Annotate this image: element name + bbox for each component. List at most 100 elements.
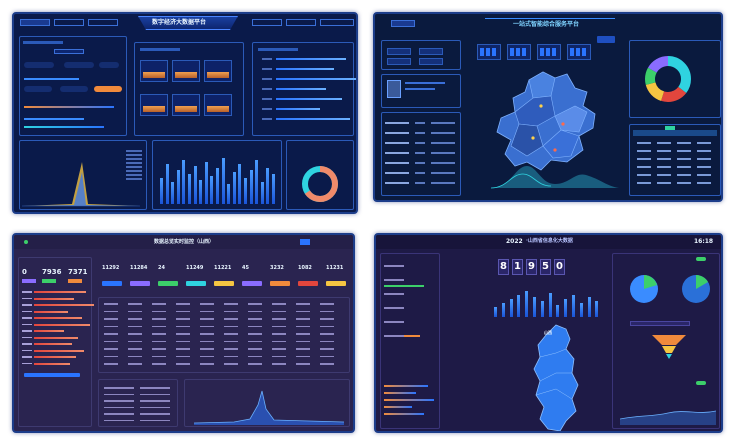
list-card: [381, 112, 461, 196]
digit-box: 1: [512, 259, 523, 275]
list-value: [431, 132, 455, 134]
dashboard-thumbnail-1[interactable]: 数字经济大数据平台: [12, 12, 358, 214]
tab-3[interactable]: [88, 19, 118, 26]
table-cell: [104, 348, 118, 350]
bar-label: [262, 98, 272, 100]
table-cell: [200, 348, 214, 350]
table-cell: [248, 340, 262, 342]
bar: [587, 297, 591, 317]
table-cell: [224, 348, 238, 350]
table-cell: [200, 333, 214, 335]
toggle[interactable]: [696, 257, 706, 261]
table-cell: [320, 325, 334, 327]
list-value: [431, 122, 455, 124]
table-cell: [176, 303, 190, 305]
list-cell: [104, 400, 134, 402]
right-card: [612, 253, 720, 429]
row-label: [22, 317, 32, 319]
table-cell: [152, 318, 166, 320]
mini-bar: [522, 48, 526, 56]
red-bar: [34, 349, 84, 352]
legend-item: [126, 158, 142, 160]
table-cell: [128, 333, 142, 335]
tab-4[interactable]: [252, 19, 282, 26]
tab-6[interactable]: [320, 19, 354, 26]
table-cell: [657, 182, 671, 184]
red-bar: [34, 317, 82, 319]
bottom-list: [98, 379, 178, 427]
list-value: [415, 132, 425, 134]
metric-card-fill: [175, 106, 197, 112]
table-cell: [128, 318, 142, 320]
table-cell: [320, 303, 334, 305]
table-cell: [657, 166, 671, 168]
select-box[interactable]: [54, 49, 84, 54]
pill-1: [24, 62, 54, 68]
table-cell: [176, 310, 190, 312]
row-label: [22, 362, 32, 364]
tab-home[interactable]: [391, 20, 415, 27]
header-button[interactable]: [300, 239, 310, 245]
bar-label: [262, 68, 272, 70]
table-cell: [272, 340, 286, 342]
legend-item: [126, 150, 142, 152]
dashboard-thumbnail-2[interactable]: 一站式智能综合服务平台: [373, 12, 723, 202]
table-cell: [296, 303, 310, 305]
action-bar[interactable]: [24, 373, 80, 377]
list-cell: [140, 406, 170, 408]
tab-2[interactable]: [54, 19, 84, 26]
region-map[interactable]: [471, 66, 621, 191]
area-chart: [620, 410, 716, 425]
red-bar: [34, 336, 78, 339]
h-bar: [384, 406, 412, 408]
metric-value: 3232: [270, 265, 284, 271]
province-map[interactable]: [526, 323, 584, 433]
metric-card: [204, 60, 232, 82]
header-button[interactable]: [597, 36, 615, 43]
mini-bar: [570, 48, 574, 56]
bar: [199, 180, 203, 204]
list-value: [415, 182, 425, 184]
table-cell: [248, 303, 262, 305]
bar: [260, 182, 264, 204]
red-bar: [34, 343, 72, 345]
segmented-control[interactable]: [630, 321, 690, 326]
bar-label: [262, 78, 272, 80]
header-line: [485, 18, 615, 19]
bar: [595, 301, 599, 317]
bar: [210, 176, 214, 204]
list-value: [431, 142, 455, 144]
bar: [182, 160, 186, 204]
metric-chip: [102, 281, 122, 286]
h-bar: [276, 108, 320, 110]
bar: [540, 301, 544, 317]
metric-card-fill: [207, 106, 229, 112]
red-bar: [34, 323, 90, 326]
bar: [204, 162, 208, 204]
list-value: [415, 152, 425, 154]
table-cell: [224, 303, 238, 305]
table-cell: [272, 325, 286, 327]
tab-1[interactable]: [20, 19, 50, 26]
table-cell: [104, 325, 118, 327]
card-header: [258, 48, 298, 51]
table-cell: [176, 340, 190, 342]
row-label: [22, 356, 32, 358]
right-top-card: [252, 42, 354, 136]
dashboard-thumbnail-3[interactable]: 数据总览实时监控（山西） 0 7936 7371 11292 11284 24 112…: [12, 233, 355, 433]
list-cell: [140, 393, 170, 395]
table-cell: [128, 363, 142, 365]
table-cell: [200, 363, 214, 365]
legend-item: [126, 162, 142, 164]
toggle[interactable]: [665, 126, 675, 130]
table-cell: [224, 363, 238, 365]
tab-5[interactable]: [286, 19, 316, 26]
red-bar: [34, 297, 74, 300]
table-cell: [200, 303, 214, 305]
row-label: [22, 349, 32, 351]
profile-line: [405, 88, 435, 90]
bar: [548, 293, 552, 317]
list-cell: [140, 419, 170, 421]
toggle[interactable]: [696, 381, 706, 385]
